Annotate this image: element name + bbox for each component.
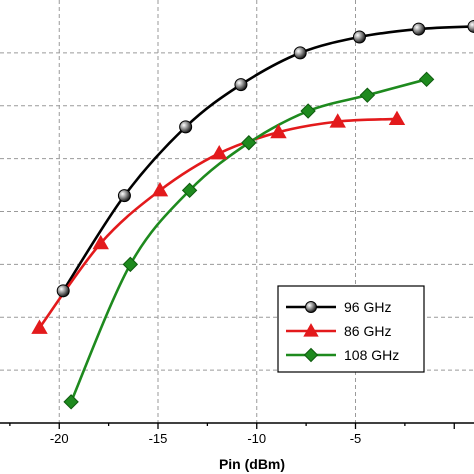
data-point — [352, 30, 366, 44]
legend-label: 108 GHz — [344, 347, 399, 363]
x-tick-label: -10 — [247, 431, 266, 446]
data-point — [270, 123, 287, 139]
series-markers — [31, 19, 474, 410]
data-point — [241, 135, 257, 151]
data-point — [388, 110, 406, 125]
data-point — [300, 103, 316, 119]
legend: 96 GHz 86 GHz 108 GHz — [277, 285, 425, 373]
x-tick-label: -15 — [149, 431, 168, 446]
x-axis-title: Pin (dBm) — [219, 456, 285, 472]
data-point — [117, 189, 131, 203]
data-point — [31, 319, 48, 334]
data-point — [151, 181, 169, 197]
legend-label: 96 GHz — [344, 299, 391, 315]
data-point — [211, 144, 228, 160]
data-point — [56, 284, 70, 298]
data-point — [467, 19, 474, 33]
data-point — [234, 78, 248, 92]
legend-marker — [303, 323, 319, 337]
legend-box — [277, 285, 425, 373]
data-point — [122, 256, 139, 273]
legend-marker — [303, 347, 319, 363]
data-point — [418, 71, 435, 88]
legend-label: 86 GHz — [344, 323, 391, 339]
data-point — [181, 182, 198, 199]
data-point — [293, 46, 307, 60]
data-point — [359, 87, 376, 103]
data-point — [329, 113, 346, 128]
x-tick-label: -5 — [350, 431, 362, 446]
data-point — [63, 394, 79, 410]
data-point — [412, 22, 426, 36]
x-ticks: -20 -15 -10 -5 — [9, 423, 455, 446]
x-tick-label: -20 — [50, 431, 69, 446]
data-point — [179, 120, 193, 134]
legend-marker — [305, 301, 317, 313]
data-point — [92, 234, 109, 250]
